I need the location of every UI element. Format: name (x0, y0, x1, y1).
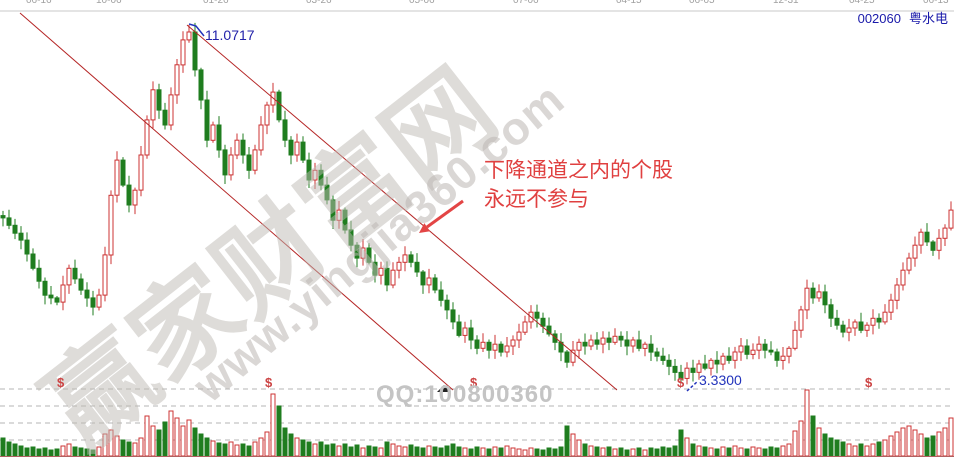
dollar-dividend-marker: $ (865, 375, 873, 390)
annotation-line-1: 下降通道之内的个股 (484, 159, 673, 182)
date-tick-label: 04-15 (616, 0, 642, 6)
dollar-dividend-marker: $ (470, 375, 478, 390)
date-tick-label: 06-16 (26, 0, 52, 6)
date-tick-label: 06-13 (923, 0, 949, 6)
date-tick-label: 03-26 (306, 0, 332, 6)
channel-annotation-note: 下降通道之内的个股 永远不参与 (484, 156, 673, 214)
stock-identity: 002060 粤水电 (858, 8, 948, 27)
date-tick-label: 06-05 (689, 0, 715, 6)
dollar-dividend-marker: $ (265, 375, 273, 390)
date-tick-label: 07-06 (513, 0, 539, 6)
stock-code: 002060 (857, 11, 901, 26)
dollar-dividend-marker: $ (677, 375, 685, 390)
date-tick-label: 05-06 (409, 0, 435, 6)
annotation-line-2: 永远不参与 (484, 188, 589, 211)
qq-contact-watermark: QQ:100800360 (376, 381, 554, 408)
date-tick-label: 10-06 (96, 0, 122, 6)
dollar-dividend-marker: $ (57, 375, 65, 390)
peak-price-label: 11.0717 (205, 27, 255, 43)
date-tick-label: 04-25 (849, 0, 875, 6)
date-tick-label: 12-31 (773, 0, 799, 6)
date-tick-label: 01-26 (203, 0, 229, 6)
low-price-label: 3.3300 (699, 372, 742, 388)
stock-name: 粤水电 (908, 11, 948, 26)
